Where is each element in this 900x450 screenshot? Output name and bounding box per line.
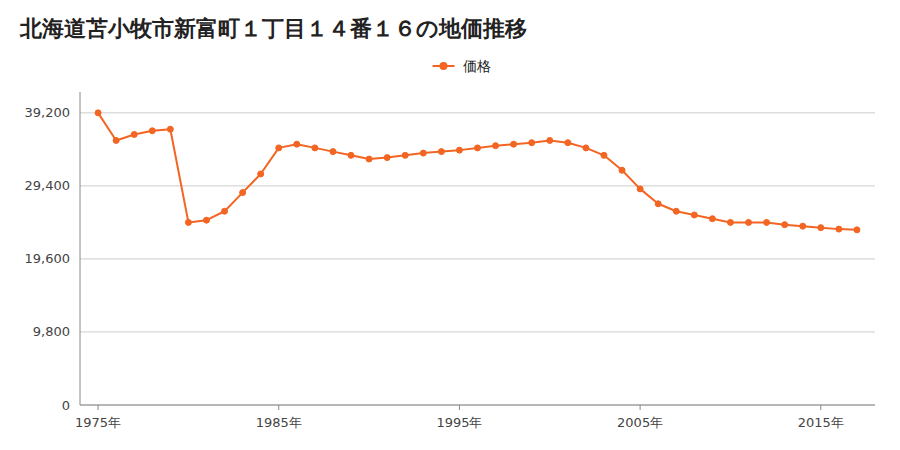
point <box>384 155 390 161</box>
point <box>95 110 101 116</box>
point <box>547 137 553 143</box>
grid-line <box>80 258 875 259</box>
y-tick-label: 9,800 <box>33 324 70 339</box>
point <box>402 152 408 158</box>
point <box>330 149 336 155</box>
line <box>98 113 857 230</box>
point <box>583 145 589 151</box>
point <box>258 171 264 177</box>
point <box>456 147 462 153</box>
x-axis-line <box>80 405 875 406</box>
x-tick <box>278 405 279 410</box>
point <box>854 227 860 233</box>
point <box>420 150 426 156</box>
x-tick-label: 1985年 <box>256 415 302 430</box>
point <box>619 167 625 173</box>
x-tick-label: 1995年 <box>436 415 482 430</box>
y-tick-label: 39,200 <box>25 105 71 120</box>
grid-line <box>80 185 875 186</box>
plot-area <box>95 110 860 233</box>
x-tick <box>98 405 99 410</box>
legend: 価格 <box>433 58 491 74</box>
point <box>203 217 209 223</box>
y-tick-label: 19,600 <box>25 251 71 266</box>
point <box>149 128 155 134</box>
point <box>438 149 444 155</box>
point <box>294 141 300 147</box>
point <box>601 152 607 158</box>
grid-line <box>80 331 875 332</box>
point <box>782 222 788 228</box>
point <box>222 208 228 214</box>
point <box>818 225 824 231</box>
y-tick-label: 29,400 <box>25 178 71 193</box>
point <box>348 152 354 158</box>
point <box>529 140 535 146</box>
point <box>167 126 173 132</box>
point <box>655 201 661 207</box>
y-axis-line <box>80 92 81 405</box>
point <box>493 143 499 149</box>
point <box>836 226 842 232</box>
x-tick <box>459 405 460 410</box>
point <box>185 219 191 225</box>
chart: 北海道苫小牧市新富町１丁目１４番１６の地価推移 0 9,800 19,600 29,40… <box>0 0 900 450</box>
point <box>475 145 481 151</box>
point <box>366 156 372 162</box>
y-grid <box>80 113 875 405</box>
point <box>131 131 137 137</box>
point <box>746 219 752 225</box>
point <box>764 219 770 225</box>
y-tick-label: 0 <box>62 398 70 413</box>
point <box>276 145 282 151</box>
point <box>673 208 679 214</box>
point <box>727 219 733 225</box>
point <box>511 141 517 147</box>
point <box>709 216 715 222</box>
title: 北海道苫小牧市新富町１丁目１４番１６の地価推移 <box>19 16 527 41</box>
point <box>312 145 318 151</box>
point <box>565 140 571 146</box>
grid-line <box>80 112 875 113</box>
point <box>240 190 246 196</box>
point <box>800 223 806 229</box>
background <box>0 0 900 450</box>
legend-marker <box>440 62 448 70</box>
point <box>691 212 697 218</box>
grid-line <box>80 405 875 406</box>
point <box>113 137 119 143</box>
x-tick-label: 2015年 <box>798 415 844 430</box>
x-tick-label: 1975年 <box>75 415 121 430</box>
x-tick <box>640 405 641 410</box>
x-tick-label: 2005年 <box>617 415 663 430</box>
x-tick <box>820 405 821 410</box>
point <box>637 186 643 192</box>
legend-label: 価格 <box>463 58 491 74</box>
